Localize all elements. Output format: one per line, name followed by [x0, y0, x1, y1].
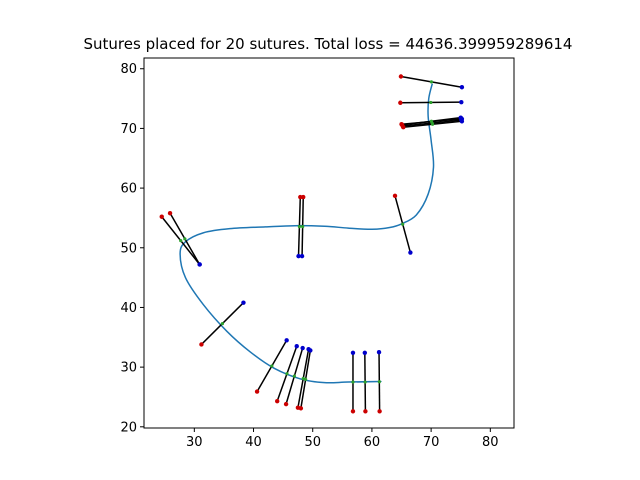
- insertion-point: [399, 122, 405, 128]
- suture-center-point: [363, 380, 367, 384]
- y-tick-label: 80: [120, 62, 137, 77]
- suture: [376, 350, 382, 414]
- suture-center-point: [429, 100, 433, 105]
- suture-center-point: [220, 321, 225, 326]
- insertion-point: [398, 100, 403, 105]
- suture-center-point: [292, 374, 296, 378]
- suture-layer: [159, 74, 465, 414]
- x-tick-label: 30: [186, 435, 203, 450]
- insertion-point: [398, 74, 404, 79]
- y-axis: 20 30 40 50 60 70 80: [120, 62, 144, 435]
- extraction-point: [300, 345, 305, 351]
- plot-area: [143, 57, 515, 429]
- insertion-point: [377, 409, 382, 414]
- insertion-point: [167, 210, 173, 216]
- y-tick-label: 20: [120, 420, 137, 435]
- extraction-point: [294, 344, 299, 349]
- suture-center-point: [429, 80, 434, 84]
- extraction-point: [458, 115, 463, 120]
- x-tick-label: 60: [364, 435, 381, 450]
- y-tick-label: 30: [120, 361, 137, 376]
- suture-center-point: [431, 122, 435, 126]
- insertion-point: [159, 214, 164, 219]
- extraction-point: [296, 253, 301, 259]
- suture: [298, 348, 313, 411]
- extraction-point: [459, 99, 464, 105]
- suture-center-point: [297, 224, 301, 229]
- x-tick-label: 80: [482, 435, 499, 450]
- extraction-point: [308, 348, 313, 353]
- suture-center-point: [401, 222, 405, 226]
- extraction-point: [197, 262, 202, 267]
- plot-frame: [143, 57, 515, 429]
- insertion-point: [301, 194, 306, 200]
- y-tick-label: 40: [120, 301, 137, 316]
- insertion-point: [199, 342, 204, 347]
- insertion-point: [275, 398, 280, 404]
- extraction-point: [408, 250, 413, 255]
- suture: [362, 350, 368, 414]
- suture-center-point: [285, 372, 289, 376]
- extraction-point: [376, 350, 382, 355]
- suture: [283, 345, 305, 407]
- extraction-point: [362, 350, 368, 356]
- insertion-point: [254, 389, 260, 394]
- extraction-point: [350, 350, 356, 356]
- insertion-point: [283, 401, 289, 407]
- suture: [398, 74, 465, 90]
- y-tick-label: 70: [120, 122, 137, 137]
- insertion-point: [298, 406, 304, 411]
- suture: [199, 300, 246, 347]
- y-tick-label: 50: [120, 241, 137, 256]
- x-tick-label: 70: [423, 435, 440, 450]
- suture: [350, 350, 356, 414]
- suture: [159, 214, 202, 267]
- extraction-point: [459, 85, 465, 90]
- suture-center-point: [301, 224, 305, 229]
- suture-center-point: [183, 237, 187, 241]
- extraction-point: [299, 253, 305, 259]
- chart-title: Sutures placed for 20 sutures. Total los…: [84, 35, 573, 53]
- extraction-point: [241, 300, 246, 305]
- suture-center-point: [179, 239, 183, 243]
- suture-center-point: [270, 364, 274, 368]
- x-tick-label: 40: [245, 435, 262, 450]
- suture: [299, 194, 306, 259]
- insertion-point: [363, 409, 368, 414]
- x-axis: 30 40 50 60 70 80: [186, 428, 499, 450]
- suture: [392, 193, 413, 255]
- extraction-point: [459, 119, 465, 124]
- suture-center-point: [429, 119, 434, 123]
- suture: [399, 115, 463, 128]
- y-tick-label: 60: [120, 182, 137, 197]
- plot-background: [144, 58, 514, 428]
- suture-center-point: [351, 380, 355, 384]
- suture-center-point: [304, 377, 308, 381]
- suture: [275, 344, 299, 404]
- insertion-point: [392, 193, 398, 199]
- suture: [254, 338, 289, 394]
- insertion-point: [350, 409, 356, 414]
- x-tick-label: 50: [304, 435, 321, 450]
- suture-center-point: [377, 380, 381, 384]
- suture: [398, 99, 464, 105]
- extraction-point: [284, 338, 289, 343]
